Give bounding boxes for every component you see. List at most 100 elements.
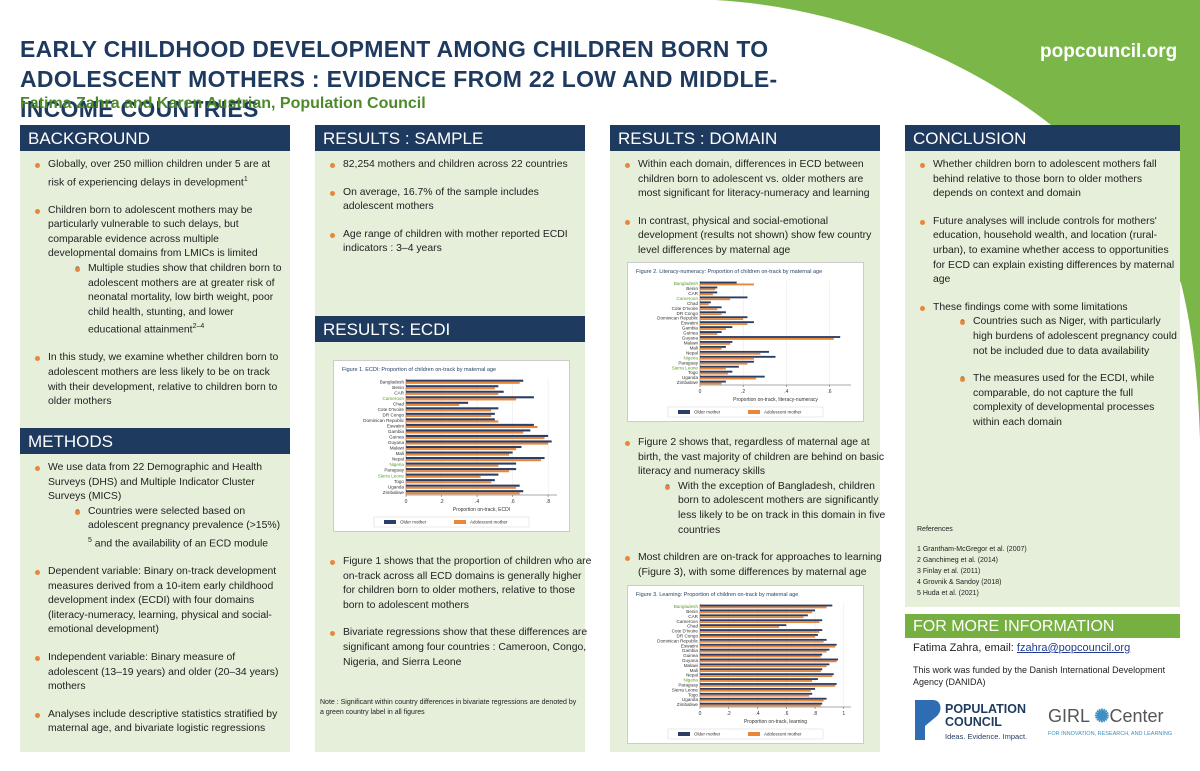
- bullet-item: With the exception of Bangladesh, childr…: [665, 480, 888, 538]
- chart-title: Figure 2. Literacy-numeracy: Proportion …: [636, 269, 822, 275]
- bar: [700, 624, 787, 627]
- references: References 1 Grantham-McGregor et al. (2…: [917, 524, 1167, 599]
- bar: [700, 675, 833, 677]
- references-heading: References: [917, 526, 953, 533]
- bar: [700, 660, 837, 663]
- y-tick-label: Togo: [394, 479, 404, 484]
- legend-label: Adolescent mother: [764, 732, 802, 737]
- y-tick-label: Guinea: [389, 435, 404, 440]
- y-tick-label: Chad: [687, 301, 698, 306]
- x-tick-label: .2: [741, 389, 745, 395]
- bullet-text: Children born to adolescent mothers may …: [48, 204, 258, 260]
- y-tick-label: CAR: [688, 291, 698, 296]
- note: Note : Significant within country differ…: [320, 699, 577, 716]
- bullet-text: With the exception of Bangladesh, childr…: [678, 480, 886, 536]
- y-tick-label: Zimbabwe: [677, 380, 699, 385]
- legend-frame: [667, 728, 824, 740]
- bar: [700, 702, 823, 705]
- column: [905, 125, 1180, 607]
- bullet-text: The measures used for the ECDI, while co…: [973, 373, 1155, 428]
- pc-name: POPULATION COUNCIL: [945, 703, 1026, 729]
- bar: [406, 445, 522, 449]
- bar: [700, 380, 726, 383]
- bar: [700, 293, 713, 296]
- x-tick-label: .4: [755, 711, 759, 717]
- y-tick-label: CAR: [688, 614, 698, 619]
- pc-logo-mark: [915, 700, 941, 740]
- y-tick-label: Nepal: [686, 673, 698, 678]
- chart-title: Figure 3. Learning: Proportion of childr…: [636, 592, 798, 598]
- y-tick-label: Dominican Republic: [657, 638, 699, 643]
- website: popcouncil.org: [1040, 41, 1178, 62]
- bullet-item: Age range of children with mother report…: [330, 228, 581, 257]
- section-heading: BACKGROUND: [20, 125, 290, 151]
- bar: [700, 283, 754, 286]
- bullet-item: 82,254 mothers and children across 22 co…: [330, 158, 581, 173]
- y-tick-label: Benin: [392, 385, 404, 390]
- y-tick-label: Bangladesh: [380, 379, 405, 384]
- bar: [406, 492, 520, 495]
- bar: [406, 462, 517, 465]
- bar: [700, 382, 722, 385]
- y-tick-label: Dominican Republic: [657, 316, 699, 321]
- bullet-item: In contrast, physical and social-emotion…: [625, 215, 888, 259]
- bar: [700, 684, 836, 687]
- bullet-item: Countries were selected based on adolesc…: [75, 505, 286, 552]
- bar: [406, 420, 499, 423]
- bullet-text: Future analyses will include controls fo…: [933, 215, 1175, 286]
- bullet-list: 82,254 mothers and children across 22 co…: [323, 158, 581, 270]
- reference: 3 Finlay et al. (2011): [917, 568, 981, 575]
- bullet-item: Future analyses will include controls fo…: [920, 215, 1183, 288]
- sub-list: Countries such as Niger, with particular…: [933, 315, 1183, 430]
- bar: [700, 643, 837, 646]
- bar: [700, 653, 823, 656]
- bar: [700, 699, 824, 702]
- y-tick-label: Guinea: [683, 331, 698, 336]
- section-heading: RESULTS : SAMPLE: [315, 125, 585, 151]
- y-tick-label: Paraguay: [678, 360, 698, 365]
- x-tick-label: .6: [784, 711, 788, 717]
- bullet-text: Multiple studies show that children born…: [88, 263, 282, 336]
- bar: [700, 328, 726, 330]
- legend-label: Older mother: [694, 732, 721, 737]
- x-tick-label: .6: [511, 499, 515, 505]
- bar: [406, 479, 495, 482]
- y-tick-label: Gambia: [388, 429, 405, 434]
- email-link[interactable]: fzahra@popcouncil.org: [1016, 642, 1131, 654]
- bar: [406, 379, 524, 382]
- bar: [700, 306, 722, 309]
- bar: [700, 629, 823, 631]
- bar: [406, 434, 549, 437]
- y-tick-label: Uganda: [682, 697, 699, 702]
- y-tick-label: Guyana: [388, 440, 405, 445]
- y-tick-label: Malawi: [684, 341, 698, 346]
- bar: [700, 301, 711, 304]
- authors: Fatima Zahra and Karen Austrian, Populat…: [20, 95, 426, 112]
- bar: [700, 678, 818, 681]
- reference: 1 Grantham-McGregor et al. (2007): [917, 546, 1027, 553]
- bar: [700, 281, 737, 284]
- x-tick-label: .8: [546, 499, 550, 505]
- bar: [406, 440, 552, 443]
- bar: [700, 323, 748, 325]
- bar: [406, 470, 510, 473]
- x-axis-label: Proportion on-track, literacy-numeracy: [733, 397, 818, 403]
- bar: [700, 331, 722, 333]
- bullet-text: Analyses include descriptive statistics …: [48, 708, 278, 735]
- bar: [700, 345, 726, 348]
- bullet-text: Countries such as Niger, with particular…: [973, 316, 1177, 357]
- x-tick-label: 0: [699, 389, 702, 395]
- section-heading: METHODS: [20, 428, 290, 454]
- bullet-text: These findings come with some limitation…: [933, 301, 1128, 313]
- bar: [700, 604, 833, 607]
- bar: [700, 352, 761, 355]
- contact-text: Fatima Zahra, email:: [913, 642, 1017, 654]
- bar: [406, 437, 545, 440]
- y-tick-label: DR Congo: [383, 413, 405, 418]
- x-tick-label: 0: [699, 711, 702, 717]
- bar: [700, 333, 718, 335]
- chart-title: Figure 1. ECDI: Proportion of children o…: [342, 367, 496, 373]
- contact: Fatima Zahra, email: fzahra@popcouncil.o…: [913, 642, 1130, 654]
- y-tick-label: Nepal: [392, 457, 404, 462]
